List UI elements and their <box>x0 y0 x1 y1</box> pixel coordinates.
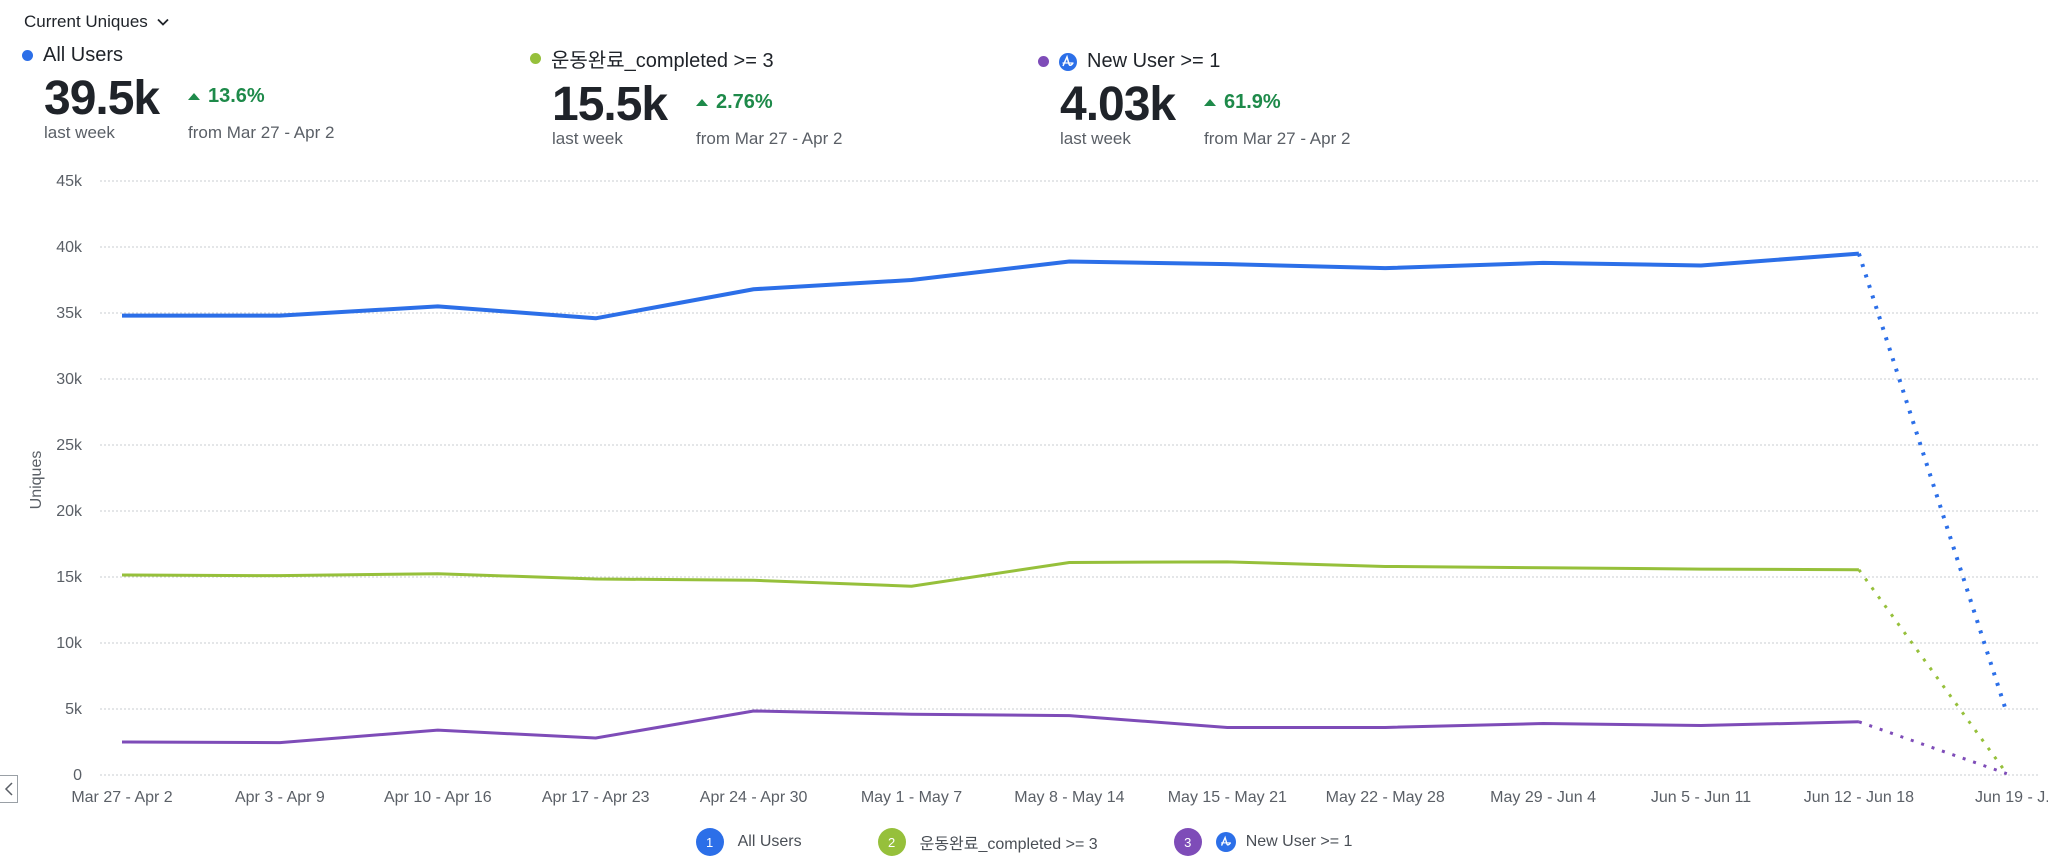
x-tick-label: May 29 - Jun 4 <box>1490 789 1596 806</box>
trend-up-icon <box>696 99 708 106</box>
kpi-delta-value: 2.76% <box>716 91 773 113</box>
legend-label: All Users <box>737 833 802 850</box>
y-tick-label: 15k <box>56 569 83 586</box>
kpi-comparison-range: from Mar 27 - Apr 2 <box>1204 129 1351 148</box>
kpi-value: 15.5k <box>552 78 668 131</box>
series-line[interactable] <box>122 251 1860 321</box>
series-incomplete-segment <box>1856 252 2009 714</box>
kpi-value-caption: last week <box>44 123 115 142</box>
y-tick-label: 10k <box>56 635 83 652</box>
x-tick-label: Apr 3 - Apr 9 <box>235 789 325 806</box>
x-tick-label: May 15 - May 21 <box>1168 789 1287 806</box>
collapse-panel-button[interactable] <box>0 775 18 803</box>
kpi-title: All Users <box>43 44 124 66</box>
legend-index-badge: 2 <box>877 828 906 856</box>
x-tick-label: Apr 24 - Apr 30 <box>700 789 808 806</box>
amplitude-logo-icon <box>1059 52 1077 71</box>
legend-index-badge: 3 <box>1173 828 1202 856</box>
x-tick-label: Jun 12 - Jun 18 <box>1804 789 1914 806</box>
kpi-delta-value: 61.9% <box>1224 91 1281 113</box>
y-tick-label: 20k <box>56 503 83 520</box>
metric-selector-label: Current Uniques <box>24 12 148 31</box>
series-lines <box>121 251 2009 776</box>
chart-legend: 1 All Users 2 운동완료_completed >= 3 3 New … <box>0 828 2048 856</box>
kpi-title: New User >= 1 <box>1087 50 1221 72</box>
kpi-new-user: New User >= 1 4.03k last week 61.9% from… <box>1038 50 1350 148</box>
x-tick-label: Apr 10 - Apr 16 <box>384 789 492 806</box>
y-tick-label: 35k <box>56 305 83 322</box>
y-axis-ticks: 0 5k 10k 15k 20k 25k 30k 35k 40k 45k <box>56 173 83 784</box>
kpi-value: 39.5k <box>44 72 160 125</box>
series-line[interactable] <box>121 709 1859 745</box>
amplitude-logo-icon <box>1215 832 1236 852</box>
series-color-dot <box>530 53 541 64</box>
y-tick-label: 40k <box>56 239 83 256</box>
kpi-delta: 13.6% <box>188 85 265 108</box>
y-tick-label: 30k <box>56 371 83 388</box>
kpi-delta: 61.9% <box>1204 91 1281 114</box>
metric-selector[interactable]: Current Uniques <box>24 12 170 32</box>
y-tick-label: 45k <box>56 173 83 190</box>
legend-label: New User >= 1 <box>1245 833 1353 850</box>
kpi-completed: 운동완료_completed >= 3 15.5k last week 2.76… <box>530 44 842 148</box>
x-tick-label: Mar 27 - Apr 2 <box>71 789 172 806</box>
chevron-left-icon <box>4 782 13 796</box>
kpi-comparison-range: from Mar 27 - Apr 2 <box>696 129 843 148</box>
kpi-comparison-range: from Mar 27 - Apr 2 <box>188 123 335 142</box>
y-tick-label: 5k <box>65 701 83 718</box>
series-color-dot <box>1038 56 1049 67</box>
legend-item-all-users[interactable]: 1 All Users <box>695 828 802 856</box>
trend-up-icon <box>1204 99 1216 106</box>
kpi-value: 4.03k <box>1060 78 1176 131</box>
series-3 <box>121 709 2008 776</box>
series-1 <box>122 251 2009 714</box>
gridlines <box>100 180 2040 776</box>
trend-up-icon <box>188 93 200 100</box>
x-tick-label: May 1 - May 7 <box>861 789 962 806</box>
series-color-dot <box>22 50 33 61</box>
y-tick-label: 25k <box>56 437 83 454</box>
series-incomplete-segment <box>1857 568 2009 775</box>
series-incomplete-segment <box>1858 720 2008 776</box>
line-chart: 0 5k 10k 15k 20k 25k 30k 35k 40k 45k Uniques Mar … <box>28 173 2048 806</box>
kpi-value-caption: last week <box>552 129 623 148</box>
series-line[interactable] <box>121 560 1859 588</box>
legend-item-new-user[interactable]: 3 New User >= 1 <box>1173 828 1353 856</box>
x-axis-ticks: Mar 27 - Apr 2 Apr 3 - Apr 9 Apr 10 - Apr … <box>71 789 2048 806</box>
legend-label: 운동완료_completed >= 3 <box>919 836 1098 853</box>
kpi-delta: 2.76% <box>696 91 773 114</box>
kpi-title: 운동완료_completed >= 3 <box>551 50 774 72</box>
kpi-all-users: All Users 39.5k last week 13.6% from Mar… <box>22 44 334 142</box>
kpi-delta-value: 13.6% <box>208 85 265 107</box>
y-axis-title: Uniques <box>28 451 45 510</box>
y-tick-label: 0 <box>73 767 82 784</box>
x-tick-label: May 8 - May 14 <box>1014 789 1124 806</box>
x-tick-label: Jun 5 - Jun 11 <box>1651 789 1751 806</box>
legend-index-badge: 1 <box>695 828 724 856</box>
x-tick-label: Jun 19 - J... <box>1975 789 2048 806</box>
legend-item-completed[interactable]: 2 운동완료_completed >= 3 <box>877 828 1098 856</box>
series-2 <box>121 560 2009 775</box>
kpi-value-caption: last week <box>1060 129 1131 148</box>
x-tick-label: Apr 17 - Apr 23 <box>542 789 650 806</box>
x-tick-label: May 22 - May 28 <box>1326 789 1445 806</box>
chevron-down-icon <box>157 18 169 26</box>
